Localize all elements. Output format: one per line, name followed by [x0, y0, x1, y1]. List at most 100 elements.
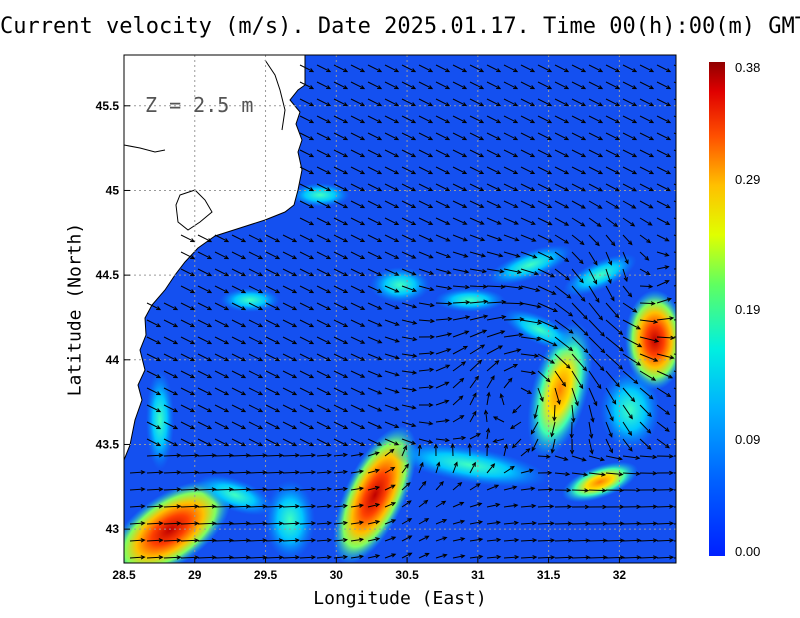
current-arrow: [486, 200, 502, 208]
current-arrow: [588, 438, 594, 455]
current-arrow: [537, 387, 544, 403]
current-arrow: [333, 503, 349, 509]
current-arrow: [520, 64, 536, 73]
current-arrow: [282, 387, 298, 396]
land-mass: [124, 55, 306, 461]
current-arrow: [214, 453, 234, 458]
current-arrow: [554, 234, 570, 244]
current-arrow: [214, 438, 230, 447]
current-arrow: [435, 251, 452, 259]
current-arrow: [554, 319, 574, 334]
current-arrow: [401, 64, 417, 73]
colorbar-tick-label: 0.00: [735, 544, 760, 559]
current-arrow: [350, 387, 366, 395]
current-arrow: [469, 299, 489, 304]
current-arrow: [418, 461, 424, 474]
current-arrow: [520, 251, 538, 259]
current-arrow: [435, 81, 451, 90]
current-arrow: [265, 504, 284, 509]
current-arrow: [554, 455, 569, 461]
current-arrow: [605, 251, 613, 266]
current-arrow: [282, 251, 298, 260]
current-arrow: [231, 538, 251, 543]
current-arrow: [418, 115, 434, 124]
current-arrow: [469, 268, 488, 274]
current-arrow: [248, 487, 268, 492]
current-arrow: [588, 268, 598, 285]
current-arrow: [452, 81, 468, 90]
current-arrow: [214, 421, 230, 430]
current-arrow: [605, 98, 621, 107]
current-arrow: [554, 81, 570, 90]
current-arrow: [622, 166, 638, 175]
current-arrow: [146, 453, 164, 458]
current-arrow: [248, 438, 264, 447]
current-arrow: [316, 285, 332, 294]
current-arrow: [146, 370, 162, 379]
current-arrow: [418, 166, 434, 175]
current-arrow: [520, 98, 536, 107]
current-arrow: [350, 98, 366, 107]
current-arrow: [639, 301, 656, 306]
current-arrow: [282, 302, 298, 311]
current-arrow: [367, 64, 383, 73]
current-arrow: [248, 353, 264, 362]
current-arrow: [554, 336, 574, 352]
current-arrow: [469, 115, 485, 124]
current-arrow: [299, 487, 317, 492]
current-arrow: [605, 81, 621, 90]
current-arrow: [316, 336, 332, 345]
current-arrow: [537, 268, 556, 278]
current-arrow: [605, 319, 624, 336]
current-arrow: [401, 421, 417, 428]
current-arrow: [622, 81, 638, 90]
current-arrow: [520, 448, 531, 457]
current-arrow: [384, 519, 397, 525]
current-arrow: [503, 132, 519, 141]
current-arrow: [282, 370, 298, 379]
current-arrow: [588, 404, 595, 423]
current-arrow: [537, 251, 554, 260]
current-arrow: [622, 438, 633, 452]
current-arrow: [485, 442, 490, 457]
x-tick-label: 32: [613, 568, 627, 582]
current-arrow: [282, 555, 301, 560]
current-arrow: [520, 503, 537, 509]
current-arrow: [384, 353, 400, 360]
current-arrow: [469, 410, 477, 423]
current-arrow: [571, 488, 590, 493]
current-arrow: [384, 251, 400, 259]
current-arrow: [197, 453, 217, 458]
current-arrow: [214, 470, 234, 475]
current-arrow: [299, 438, 315, 447]
current-arrow: [401, 463, 409, 474]
current-arrow: [384, 302, 400, 310]
current-arrow: [197, 470, 217, 475]
current-arrow: [384, 234, 400, 242]
current-arrow: [639, 200, 654, 209]
current-arrow: [299, 200, 315, 209]
current-arrow: [605, 353, 624, 370]
current-arrow: [282, 285, 298, 294]
current-arrow: [639, 81, 655, 90]
current-arrow: [299, 555, 317, 560]
current-vectors: [129, 64, 676, 560]
current-arrow: [197, 387, 213, 396]
current-arrow: [639, 234, 652, 244]
current-arrow: [571, 302, 588, 320]
current-arrow: [367, 183, 383, 192]
current-arrow: [520, 486, 536, 491]
current-arrow: [452, 115, 468, 124]
x-axis-label: Longitude (East): [313, 588, 487, 609]
current-arrow: [588, 200, 603, 209]
current-arrow: [639, 521, 658, 526]
current-arrow: [503, 115, 519, 124]
current-arrow: [316, 421, 332, 430]
current-arrow: [571, 504, 590, 510]
current-arrow: [248, 302, 264, 311]
current-arrow: [333, 387, 349, 395]
current-arrow: [486, 284, 506, 289]
current-arrow: [299, 251, 315, 260]
current-arrow: [401, 132, 417, 141]
current-arrow: [129, 555, 146, 560]
